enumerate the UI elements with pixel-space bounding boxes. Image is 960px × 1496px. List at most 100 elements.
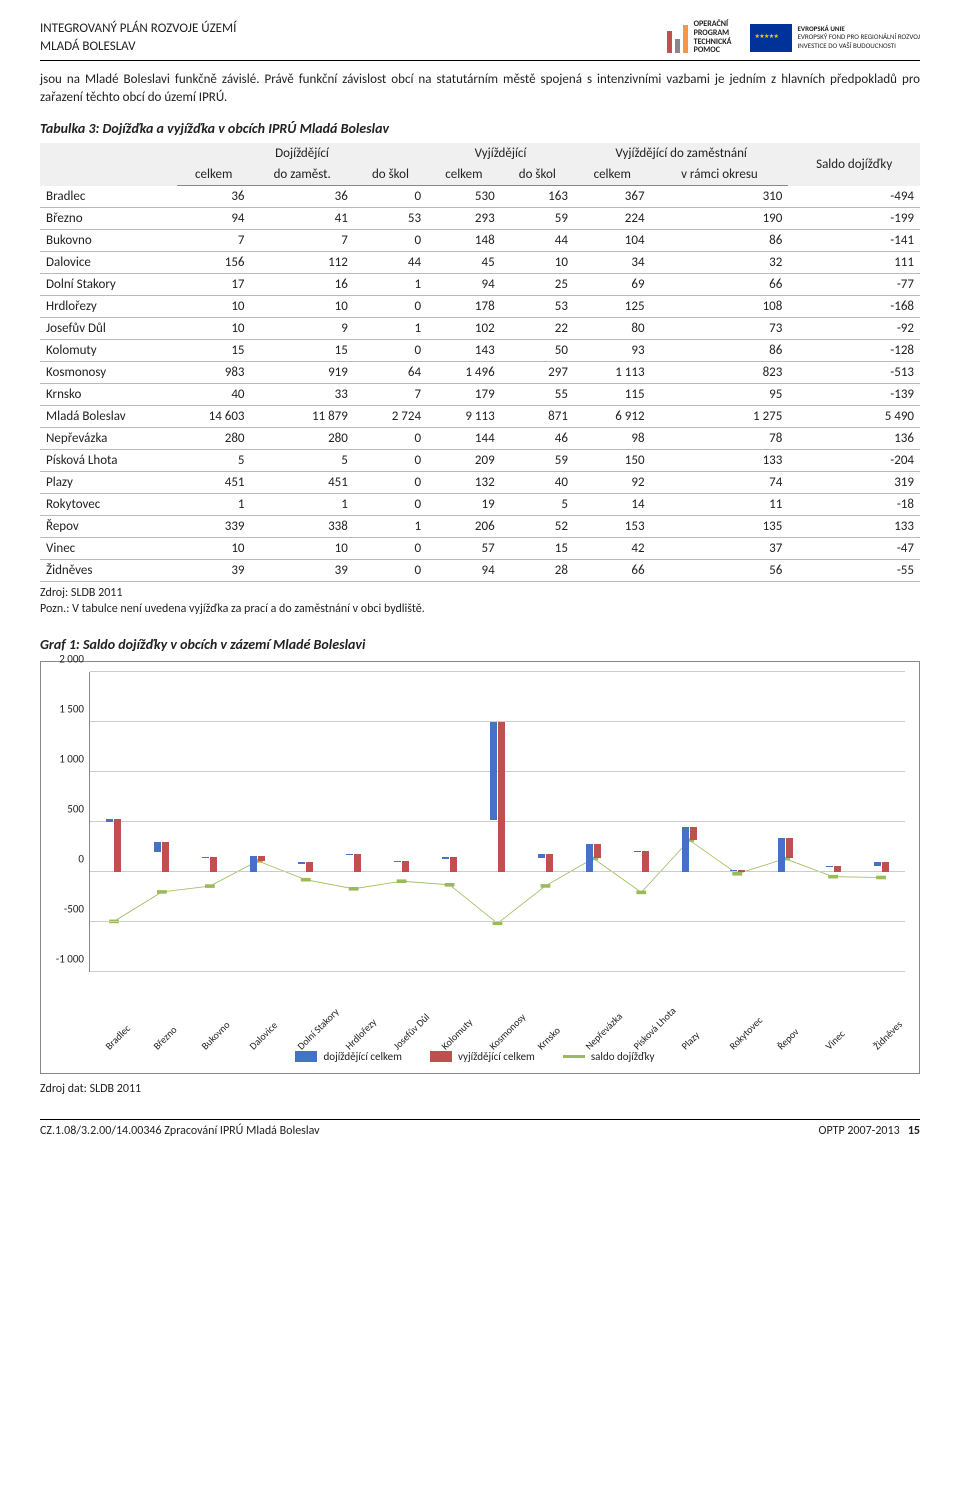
bar-group: [435, 857, 464, 871]
x-axis-label: Kolomuty: [438, 1015, 475, 1052]
y-axis-label: 500: [67, 802, 90, 815]
bar-red: [738, 870, 745, 872]
bar-blue: [490, 722, 497, 820]
bar-group: [531, 854, 560, 872]
header-line2: MLADÁ BOLESLAV: [40, 38, 236, 56]
bar-group: [291, 862, 320, 871]
x-axis-label: Nepřevázka: [582, 1009, 625, 1052]
x-axis-label: Rokytovec: [726, 1013, 765, 1052]
table-row: Židněves3939094286656-55: [40, 560, 920, 582]
table-row: Nepřevázka2802800144469878136: [40, 428, 920, 450]
y-axis-label: 1 500: [59, 702, 90, 715]
bar-red: [594, 844, 601, 858]
bar-blue: [778, 838, 785, 872]
x-axis-label: Řepov: [774, 1025, 801, 1052]
red-swatch-icon: [430, 1051, 452, 1062]
table-row: Hrdlořezy1010017853125108-168: [40, 296, 920, 318]
table-row: Kosmonosy983919641 4962971 113823-513: [40, 362, 920, 384]
bar-group: [579, 844, 608, 872]
bar-blue: [154, 842, 161, 851]
eu-logo-text: EVROPSKÁ UNIE EVROPSKÝ FOND PRO REGIONÁL…: [798, 25, 920, 50]
bar-red: [114, 819, 121, 872]
bar-red: [546, 854, 553, 872]
bar-group: [675, 827, 704, 872]
table-row: Bukovno7701484410486-141: [40, 230, 920, 252]
blue-swatch-icon: [295, 1051, 317, 1062]
page-header: INTEGROVANÝ PLÁN ROZVOJE ÚZEMÍ MLADÁ BOL…: [40, 20, 920, 61]
x-axis-label: Písková Lhota: [630, 1004, 678, 1052]
x-axis-label: Dolní Stakory: [294, 1005, 341, 1052]
bar-blue: [634, 851, 641, 852]
header-logos: OPERAČNÍ PROGRAM TECHNICKÁ POMOC EVROPSK…: [667, 20, 920, 55]
x-axis-label: Josefův Důl: [390, 1010, 432, 1052]
optp-logo: OPERAČNÍ PROGRAM TECHNICKÁ POMOC: [667, 20, 732, 55]
bar-group: [818, 866, 847, 872]
bar-red: [450, 857, 457, 871]
table-row: Dolní Stakory1716194256966-77: [40, 274, 920, 296]
bar-group: [627, 851, 656, 872]
bar-red: [210, 857, 217, 872]
x-axis-label: Březno: [150, 1023, 179, 1052]
header-title-block: INTEGROVANÝ PLÁN ROZVOJE ÚZEMÍ MLADÁ BOL…: [40, 20, 236, 56]
table-body: Bradlec36360530163367310-494Březno944153…: [40, 186, 920, 582]
bar-group: [723, 870, 752, 872]
table-row: Rokytovec1101951411-18: [40, 494, 920, 516]
bar-red: [162, 842, 169, 871]
optp-logo-text: OPERAČNÍ PROGRAM TECHNICKÁ POMOC: [694, 20, 732, 55]
table-head: Dojíždějící Vyjíždějící Vyjíždějící do z…: [40, 143, 920, 186]
legend-green: saldo dojížďky: [563, 1050, 655, 1063]
bar-blue: [874, 862, 881, 866]
bar-red: [498, 722, 505, 872]
bar-blue: [442, 857, 449, 859]
footer-right: OPTP 2007-2013 15: [819, 1124, 921, 1138]
x-axis-label: Krnsko: [534, 1024, 562, 1052]
y-axis-label: 0: [78, 852, 90, 865]
bar-red: [402, 861, 409, 871]
green-line-icon: [563, 1055, 585, 1058]
bar-blue: [202, 857, 209, 858]
x-axis-label: Dalovice: [246, 1018, 280, 1052]
bar-blue: [346, 854, 353, 855]
table-row: Mladá Boleslav14 60311 8792 7249 1138716…: [40, 406, 920, 428]
table-caption: Tabulka 3: Dojížďka a vyjížďka v obcích …: [40, 120, 920, 137]
table-row: Krnsko403371795511595-139: [40, 384, 920, 406]
table-row: Kolomuty15150143509386-128: [40, 340, 920, 362]
y-axis-label: 1 000: [59, 752, 90, 765]
bar-blue: [106, 819, 113, 823]
bar-group: [866, 862, 895, 871]
y-axis-label: -1 000: [56, 952, 90, 965]
table-row: Řepov339338120652153135133: [40, 516, 920, 538]
gridline: [90, 671, 905, 672]
table-row: Josefův Důl1091102228073-92: [40, 318, 920, 340]
bar-group: [195, 857, 224, 872]
bar-red: [258, 856, 265, 861]
eu-logo: EVROPSKÁ UNIE EVROPSKÝ FOND PRO REGIONÁL…: [750, 24, 920, 52]
optp-logo-bars: [667, 23, 688, 53]
table-row: Plazy4514510132409274319: [40, 472, 920, 494]
chart-x-labels: BradlecBřeznoBukovnoDaloviceDolní Stakor…: [89, 972, 905, 1042]
y-axis-label: -500: [64, 902, 90, 915]
bar-blue: [538, 854, 545, 858]
page-footer: CZ.1.08/3.2.00/14.00346 Zpracování IPRÚ …: [40, 1119, 920, 1138]
x-axis-label: Hrdlořezy: [342, 1015, 379, 1052]
bar-blue: [250, 856, 257, 872]
bar-red: [690, 827, 697, 840]
page-number: 15: [908, 1124, 920, 1138]
table-row: Březno94415329359224190-199: [40, 208, 920, 230]
chart-container: -1 000-50005001 0001 5002 000 BradlecBře…: [40, 661, 920, 1074]
x-axis-label: Židněves: [870, 1018, 904, 1052]
bar-blue: [298, 862, 305, 864]
bar-red: [834, 866, 841, 872]
chart-legend: dojíždějící celkem vyjíždějící celkem sa…: [45, 1050, 905, 1063]
legend-blue: dojíždějící celkem: [295, 1050, 401, 1063]
bar-blue: [394, 861, 401, 862]
table-row: Písková Lhota55020959150133-204: [40, 450, 920, 472]
bar-group: [147, 842, 176, 871]
bar-red: [306, 862, 313, 871]
bar-blue: [682, 827, 689, 872]
chart-source: Zdroj dat: SLDB 2011: [40, 1082, 920, 1098]
bar-group: [243, 856, 272, 872]
bar-red: [786, 838, 793, 859]
legend-red: vyjíždějící celkem: [430, 1050, 535, 1063]
x-axis-label: Bradlec: [102, 1021, 133, 1052]
